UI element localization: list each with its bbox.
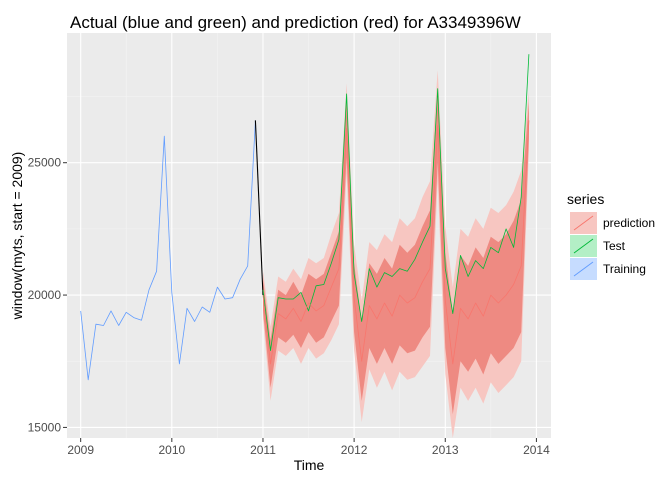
test-series-line [262,54,530,352]
y-tick-label: 25000 [28,156,62,170]
y-tick-label: 15000 [28,420,62,434]
y-axis-label: window(myts, start = 2009) [9,152,25,321]
legend-key-line-test [573,238,594,254]
prediction-series-line [262,120,530,365]
prediction-intervals [263,70,529,438]
y-axis: 15000 20000 25000 [28,156,67,434]
grid-lines [67,33,551,438]
legend-label-training: Training [603,262,646,276]
legend-label-test: Test [603,239,626,253]
x-axis-label: Time [294,457,325,473]
legend: series prediction Test Training [567,191,655,280]
series-lines [80,54,530,381]
x-tick-label: 2012 [341,443,368,457]
x-tick-label: 2010 [158,443,185,457]
legend-label-prediction: prediction [603,216,655,230]
x-axis: 2009 2010 2011 2012 2013 2014 [67,438,550,457]
legend-key-line-training [573,261,594,277]
prediction-band-80 [263,88,529,415]
x-tick-label: 2014 [523,443,550,457]
y-tick-label: 20000 [28,288,62,302]
legend-title: series [567,191,604,207]
training-series-line [80,120,256,381]
x-tick-label: 2013 [432,443,459,457]
x-tick-label: 2009 [67,443,94,457]
training-forecast-connector [254,120,264,296]
chart-title: Actual (blue and green) and prediction (… [70,13,521,32]
legend-key-line-prediction [573,215,594,231]
x-tick-label: 2011 [250,443,276,457]
